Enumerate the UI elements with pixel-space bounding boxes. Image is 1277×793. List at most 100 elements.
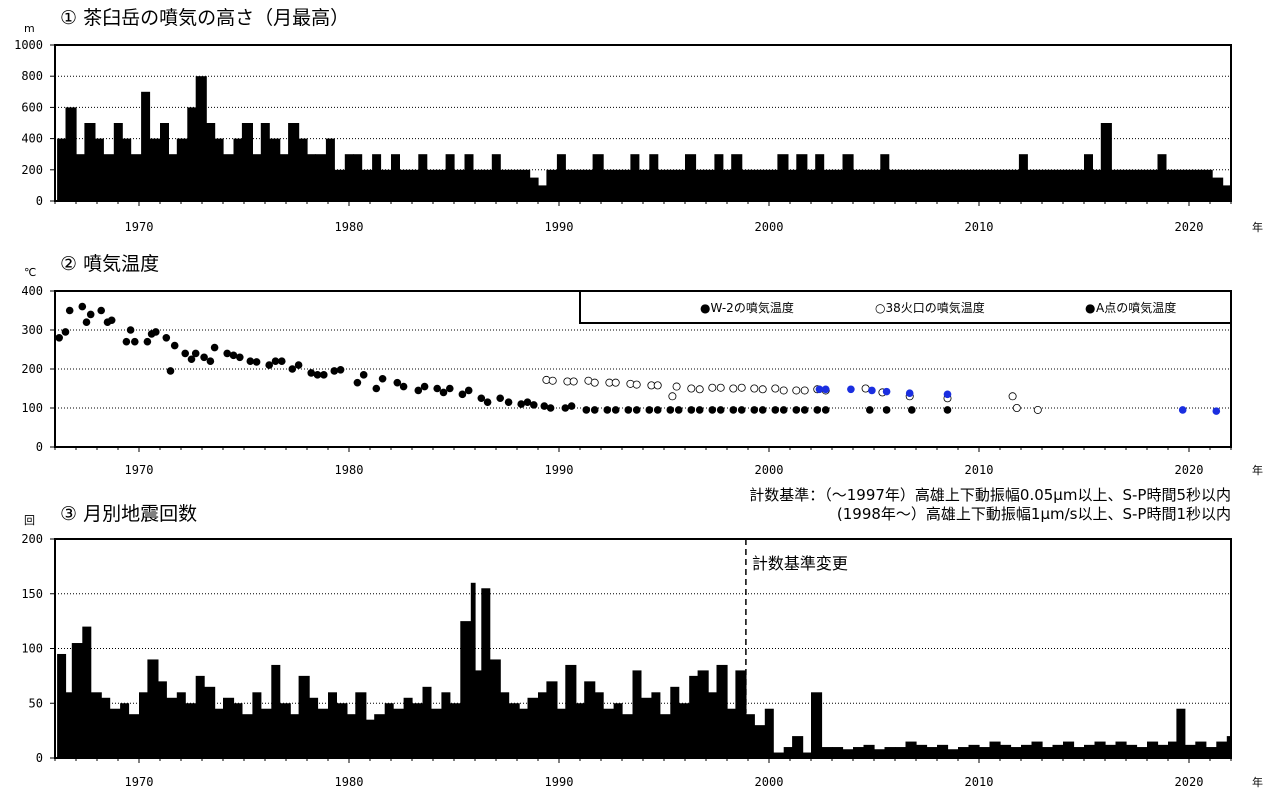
x-tick-label: 2020 bbox=[1175, 463, 1204, 477]
bar bbox=[565, 664, 577, 758]
bar bbox=[1205, 747, 1217, 758]
data-point bbox=[546, 404, 555, 412]
bar bbox=[792, 736, 804, 758]
data-point bbox=[336, 365, 345, 374]
data-point bbox=[611, 378, 620, 387]
data-point bbox=[97, 306, 105, 315]
bar bbox=[695, 169, 705, 201]
bar bbox=[703, 169, 715, 201]
data-point bbox=[540, 402, 549, 410]
bar bbox=[430, 708, 442, 758]
bar bbox=[475, 670, 482, 758]
bar bbox=[527, 697, 539, 758]
bar bbox=[223, 697, 235, 758]
bar bbox=[953, 169, 963, 201]
bar bbox=[94, 138, 104, 201]
bar bbox=[1021, 744, 1033, 758]
x-tick-label: 2000 bbox=[755, 775, 784, 789]
data-point bbox=[847, 385, 855, 394]
legend-point-a-dot: ● bbox=[1085, 301, 1095, 315]
bar bbox=[907, 169, 917, 201]
data-point bbox=[750, 384, 759, 393]
data-point bbox=[548, 376, 557, 385]
bar bbox=[1157, 744, 1169, 758]
bar bbox=[1027, 169, 1039, 201]
y-tick-label: 200 bbox=[21, 362, 43, 376]
bar bbox=[714, 154, 724, 201]
bar bbox=[483, 169, 493, 201]
panel1-frame bbox=[54, 44, 1232, 202]
bar bbox=[454, 169, 466, 201]
y-tick-label: 0 bbox=[36, 751, 43, 765]
data-point bbox=[1178, 406, 1187, 414]
bar bbox=[622, 169, 631, 201]
data-point bbox=[695, 406, 704, 414]
bar bbox=[895, 747, 907, 758]
bar bbox=[82, 626, 92, 758]
data-point bbox=[737, 383, 746, 392]
data-point bbox=[590, 406, 599, 414]
bar bbox=[556, 154, 566, 201]
data-point bbox=[517, 400, 525, 408]
x-tick-label: 2010 bbox=[965, 220, 994, 234]
x-tick-label: 1990 bbox=[545, 775, 574, 789]
data-point bbox=[943, 390, 952, 399]
bar bbox=[160, 123, 169, 201]
bar bbox=[426, 169, 438, 201]
bar bbox=[806, 169, 816, 201]
bar bbox=[1000, 169, 1009, 201]
bar bbox=[947, 749, 959, 758]
x-tick-label: 2020 bbox=[1175, 220, 1204, 234]
bar bbox=[832, 747, 844, 758]
bar bbox=[1010, 747, 1022, 758]
bar bbox=[678, 703, 690, 758]
data-point bbox=[131, 337, 139, 346]
earthquake-count-panel: 回 ③ 月別地震回数 0 50 100 150 200 1970 1980 1990 2000… bbox=[21, 503, 1263, 789]
bar bbox=[823, 169, 835, 201]
bar bbox=[403, 697, 413, 758]
bar bbox=[168, 154, 178, 201]
bar bbox=[472, 169, 484, 201]
bar bbox=[233, 703, 243, 758]
bar bbox=[491, 154, 501, 201]
panel3-bars bbox=[57, 582, 1232, 758]
x-tick-label: 2000 bbox=[755, 463, 784, 477]
data-point bbox=[477, 394, 486, 403]
bar bbox=[1094, 741, 1106, 758]
data-point bbox=[359, 371, 368, 379]
bar bbox=[510, 169, 520, 201]
bar bbox=[252, 154, 262, 201]
bar bbox=[1092, 169, 1102, 201]
data-point bbox=[61, 328, 70, 336]
bar bbox=[422, 686, 432, 758]
data-point bbox=[792, 406, 801, 414]
x-tick-label: 1990 bbox=[545, 463, 574, 477]
bar bbox=[407, 169, 419, 201]
bar bbox=[380, 169, 392, 201]
bar bbox=[195, 675, 205, 758]
count-criteria-line2: (1998年～）高雄上下動振幅1μm/s以上、S-P時間1秒以内 bbox=[837, 505, 1231, 523]
bar bbox=[57, 653, 67, 758]
bar bbox=[1138, 169, 1148, 201]
legend-w2: ●W-2の噴気温度 bbox=[700, 300, 794, 315]
data-point bbox=[229, 351, 238, 360]
bar bbox=[926, 169, 936, 201]
data-point bbox=[708, 406, 717, 414]
data-point bbox=[107, 316, 116, 325]
bar bbox=[1046, 169, 1056, 201]
bar bbox=[65, 107, 77, 201]
bar bbox=[842, 154, 854, 201]
legend-point-a: A点の噴気温度 bbox=[1096, 300, 1176, 315]
bar bbox=[722, 169, 732, 201]
bar bbox=[418, 154, 428, 201]
bar bbox=[519, 169, 531, 201]
panel1-y-ticks: 0 200 400 600 800 1000 bbox=[14, 38, 55, 208]
bar bbox=[934, 169, 946, 201]
bar bbox=[651, 692, 661, 758]
bar bbox=[685, 154, 697, 201]
bar bbox=[575, 703, 585, 758]
bar bbox=[279, 154, 289, 201]
bar bbox=[290, 714, 300, 758]
bar bbox=[834, 169, 844, 201]
bar bbox=[802, 752, 812, 758]
